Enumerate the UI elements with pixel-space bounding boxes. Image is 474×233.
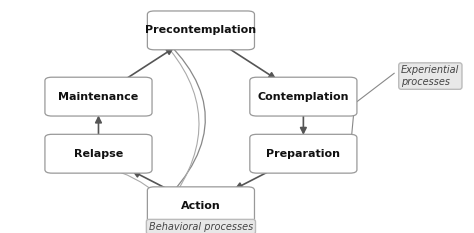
FancyBboxPatch shape <box>147 187 255 226</box>
FancyBboxPatch shape <box>45 134 152 173</box>
FancyBboxPatch shape <box>147 11 255 50</box>
Text: Preparation: Preparation <box>266 149 340 159</box>
Text: Relapse: Relapse <box>74 149 123 159</box>
FancyBboxPatch shape <box>45 77 152 116</box>
Text: Precontemplation: Precontemplation <box>146 25 256 35</box>
Text: Behavioral processes: Behavioral processes <box>149 222 253 232</box>
FancyBboxPatch shape <box>250 134 357 173</box>
Text: Action: Action <box>181 201 221 211</box>
Text: Experiential
processes: Experiential processes <box>401 65 459 87</box>
Text: Maintenance: Maintenance <box>58 92 138 102</box>
FancyBboxPatch shape <box>250 77 357 116</box>
Text: Contemplation: Contemplation <box>258 92 349 102</box>
